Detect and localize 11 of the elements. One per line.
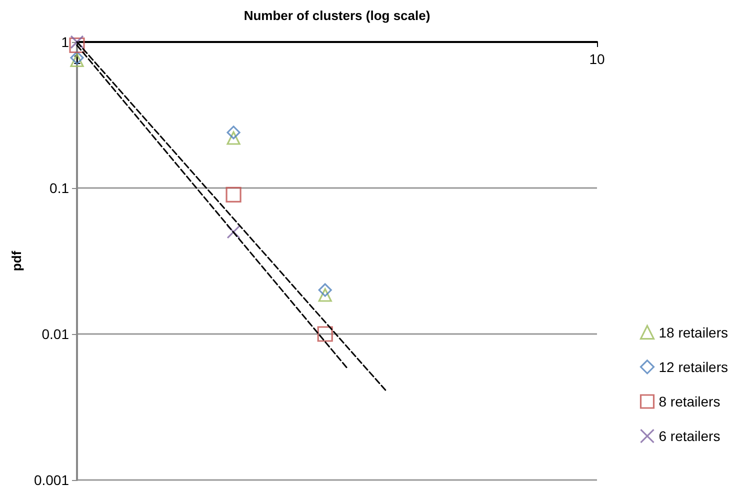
y-tick-label: 0.01 — [42, 326, 70, 342]
x-tick-label: 10 — [589, 51, 605, 67]
y-tick-label: 1 — [61, 34, 70, 50]
legend-label: 8 retailers — [658, 394, 720, 410]
y-axis-title: pdf — [9, 250, 24, 272]
y-tick-label: 0.1 — [50, 180, 70, 196]
legend-label: 12 retailers — [658, 358, 728, 375]
y-tick-label: 0.001 — [34, 472, 70, 487]
x-axis-title: Number of clusters (log scale) — [244, 8, 430, 23]
legend-label: 6 retailers — [658, 428, 720, 444]
legend-label: 18 retailers — [658, 324, 728, 340]
